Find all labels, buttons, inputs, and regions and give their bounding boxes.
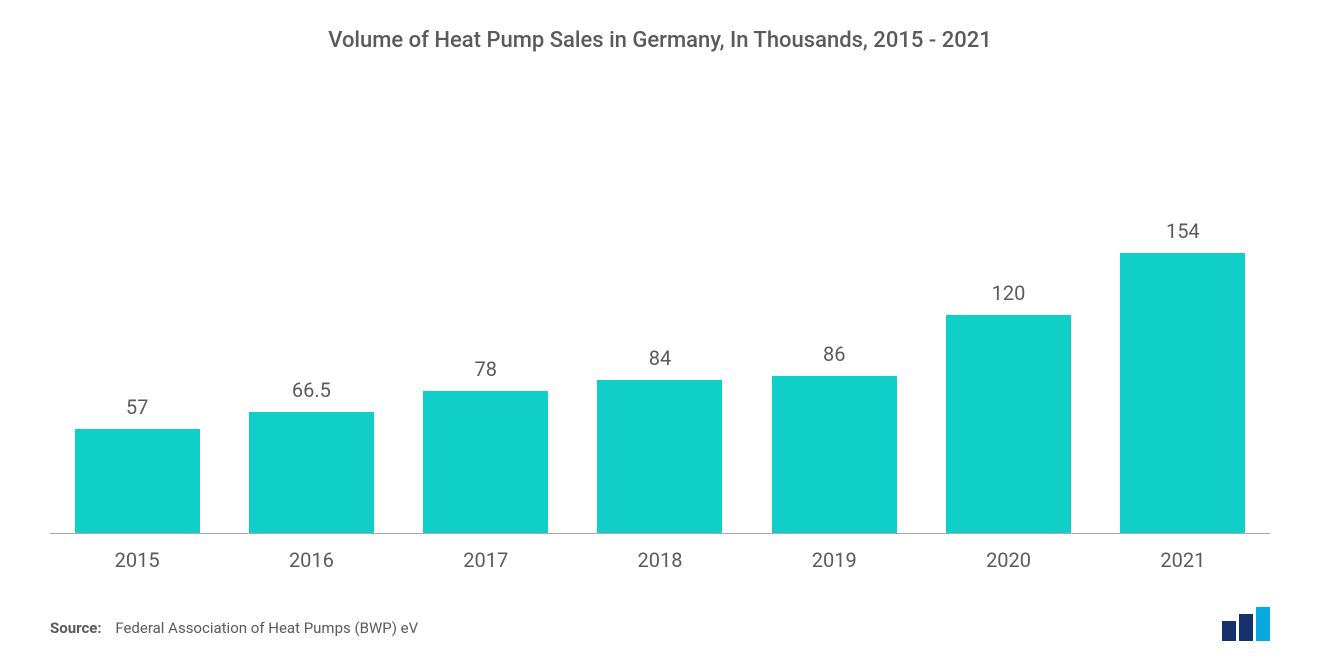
x-axis-baseline bbox=[50, 533, 1270, 534]
x-axis-label: 2019 bbox=[747, 548, 921, 572]
brand-logo-icon bbox=[1222, 607, 1278, 641]
bar-value-label: 120 bbox=[992, 281, 1026, 305]
bar bbox=[75, 429, 200, 533]
bar-group: 78 bbox=[399, 63, 573, 533]
x-axis-label: 2017 bbox=[399, 548, 573, 572]
source-footer: Source: Federal Association of Heat Pump… bbox=[50, 619, 418, 637]
bar-group: 57 bbox=[50, 63, 224, 533]
x-axis-label: 2015 bbox=[50, 548, 224, 572]
bar bbox=[772, 376, 897, 533]
bar bbox=[249, 412, 374, 533]
bar-value-label: 84 bbox=[649, 346, 671, 370]
x-axis-labels: 2015201620172018201920202021 bbox=[50, 548, 1270, 572]
plot-area: 57 66.5 78 84 86 120 154 bbox=[50, 63, 1270, 533]
x-axis-label: 2021 bbox=[1096, 548, 1270, 572]
bar bbox=[423, 391, 548, 533]
bar-group: 154 bbox=[1096, 63, 1270, 533]
bar bbox=[1120, 253, 1245, 533]
bar-group: 120 bbox=[921, 63, 1095, 533]
bar-group: 84 bbox=[573, 63, 747, 533]
bar-value-label: 66.5 bbox=[292, 378, 331, 402]
source-text: Federal Association of Heat Pumps (BWP) … bbox=[115, 619, 418, 637]
bar-value-label: 78 bbox=[474, 357, 496, 381]
x-axis-label: 2016 bbox=[224, 548, 398, 572]
chart-title: Volume of Heat Pump Sales in Germany, In… bbox=[40, 28, 1280, 53]
chart-container: Volume of Heat Pump Sales in Germany, In… bbox=[0, 0, 1320, 665]
bar-value-label: 154 bbox=[1166, 219, 1200, 243]
x-axis-label: 2018 bbox=[573, 548, 747, 572]
bar-value-label: 57 bbox=[126, 395, 148, 419]
bar-value-label: 86 bbox=[823, 342, 845, 366]
bar bbox=[597, 380, 722, 533]
x-axis-label: 2020 bbox=[921, 548, 1095, 572]
source-label: Source: bbox=[50, 619, 102, 637]
bar-group: 86 bbox=[747, 63, 921, 533]
bar-group: 66.5 bbox=[224, 63, 398, 533]
bar bbox=[946, 315, 1071, 533]
